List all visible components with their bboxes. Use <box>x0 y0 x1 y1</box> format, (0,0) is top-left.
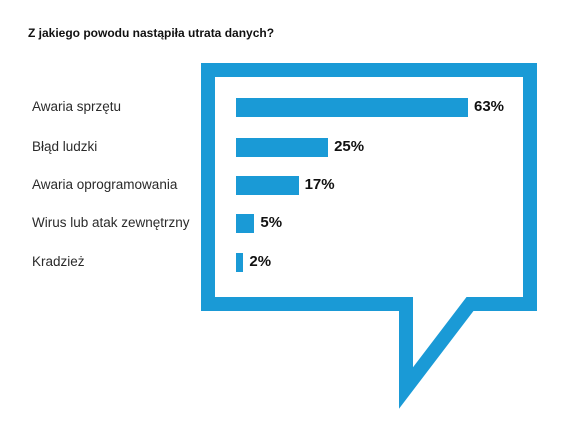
category-label: Wirus lub atak zewnętrzny <box>32 215 190 230</box>
value-label: 5% <box>260 214 283 231</box>
bar <box>236 252 244 272</box>
speech-bubble-outline <box>201 63 537 409</box>
value-label: 2% <box>249 253 272 270</box>
category-label: Awaria sprzętu <box>32 99 122 114</box>
bar <box>236 175 299 195</box>
value-label: 63% <box>474 98 505 115</box>
bar <box>236 137 329 157</box>
chart-title: Z jakiego powodu nastąpiła utrata danych… <box>28 26 275 40</box>
category-label: Kradzież <box>32 254 85 269</box>
bar <box>236 97 468 117</box>
bar <box>236 213 255 233</box>
value-label: 25% <box>334 138 365 155</box>
category-label: Awaria oprogramowania <box>32 177 178 192</box>
category-label: Błąd ludzki <box>32 139 98 154</box>
value-label: 17% <box>304 176 335 193</box>
